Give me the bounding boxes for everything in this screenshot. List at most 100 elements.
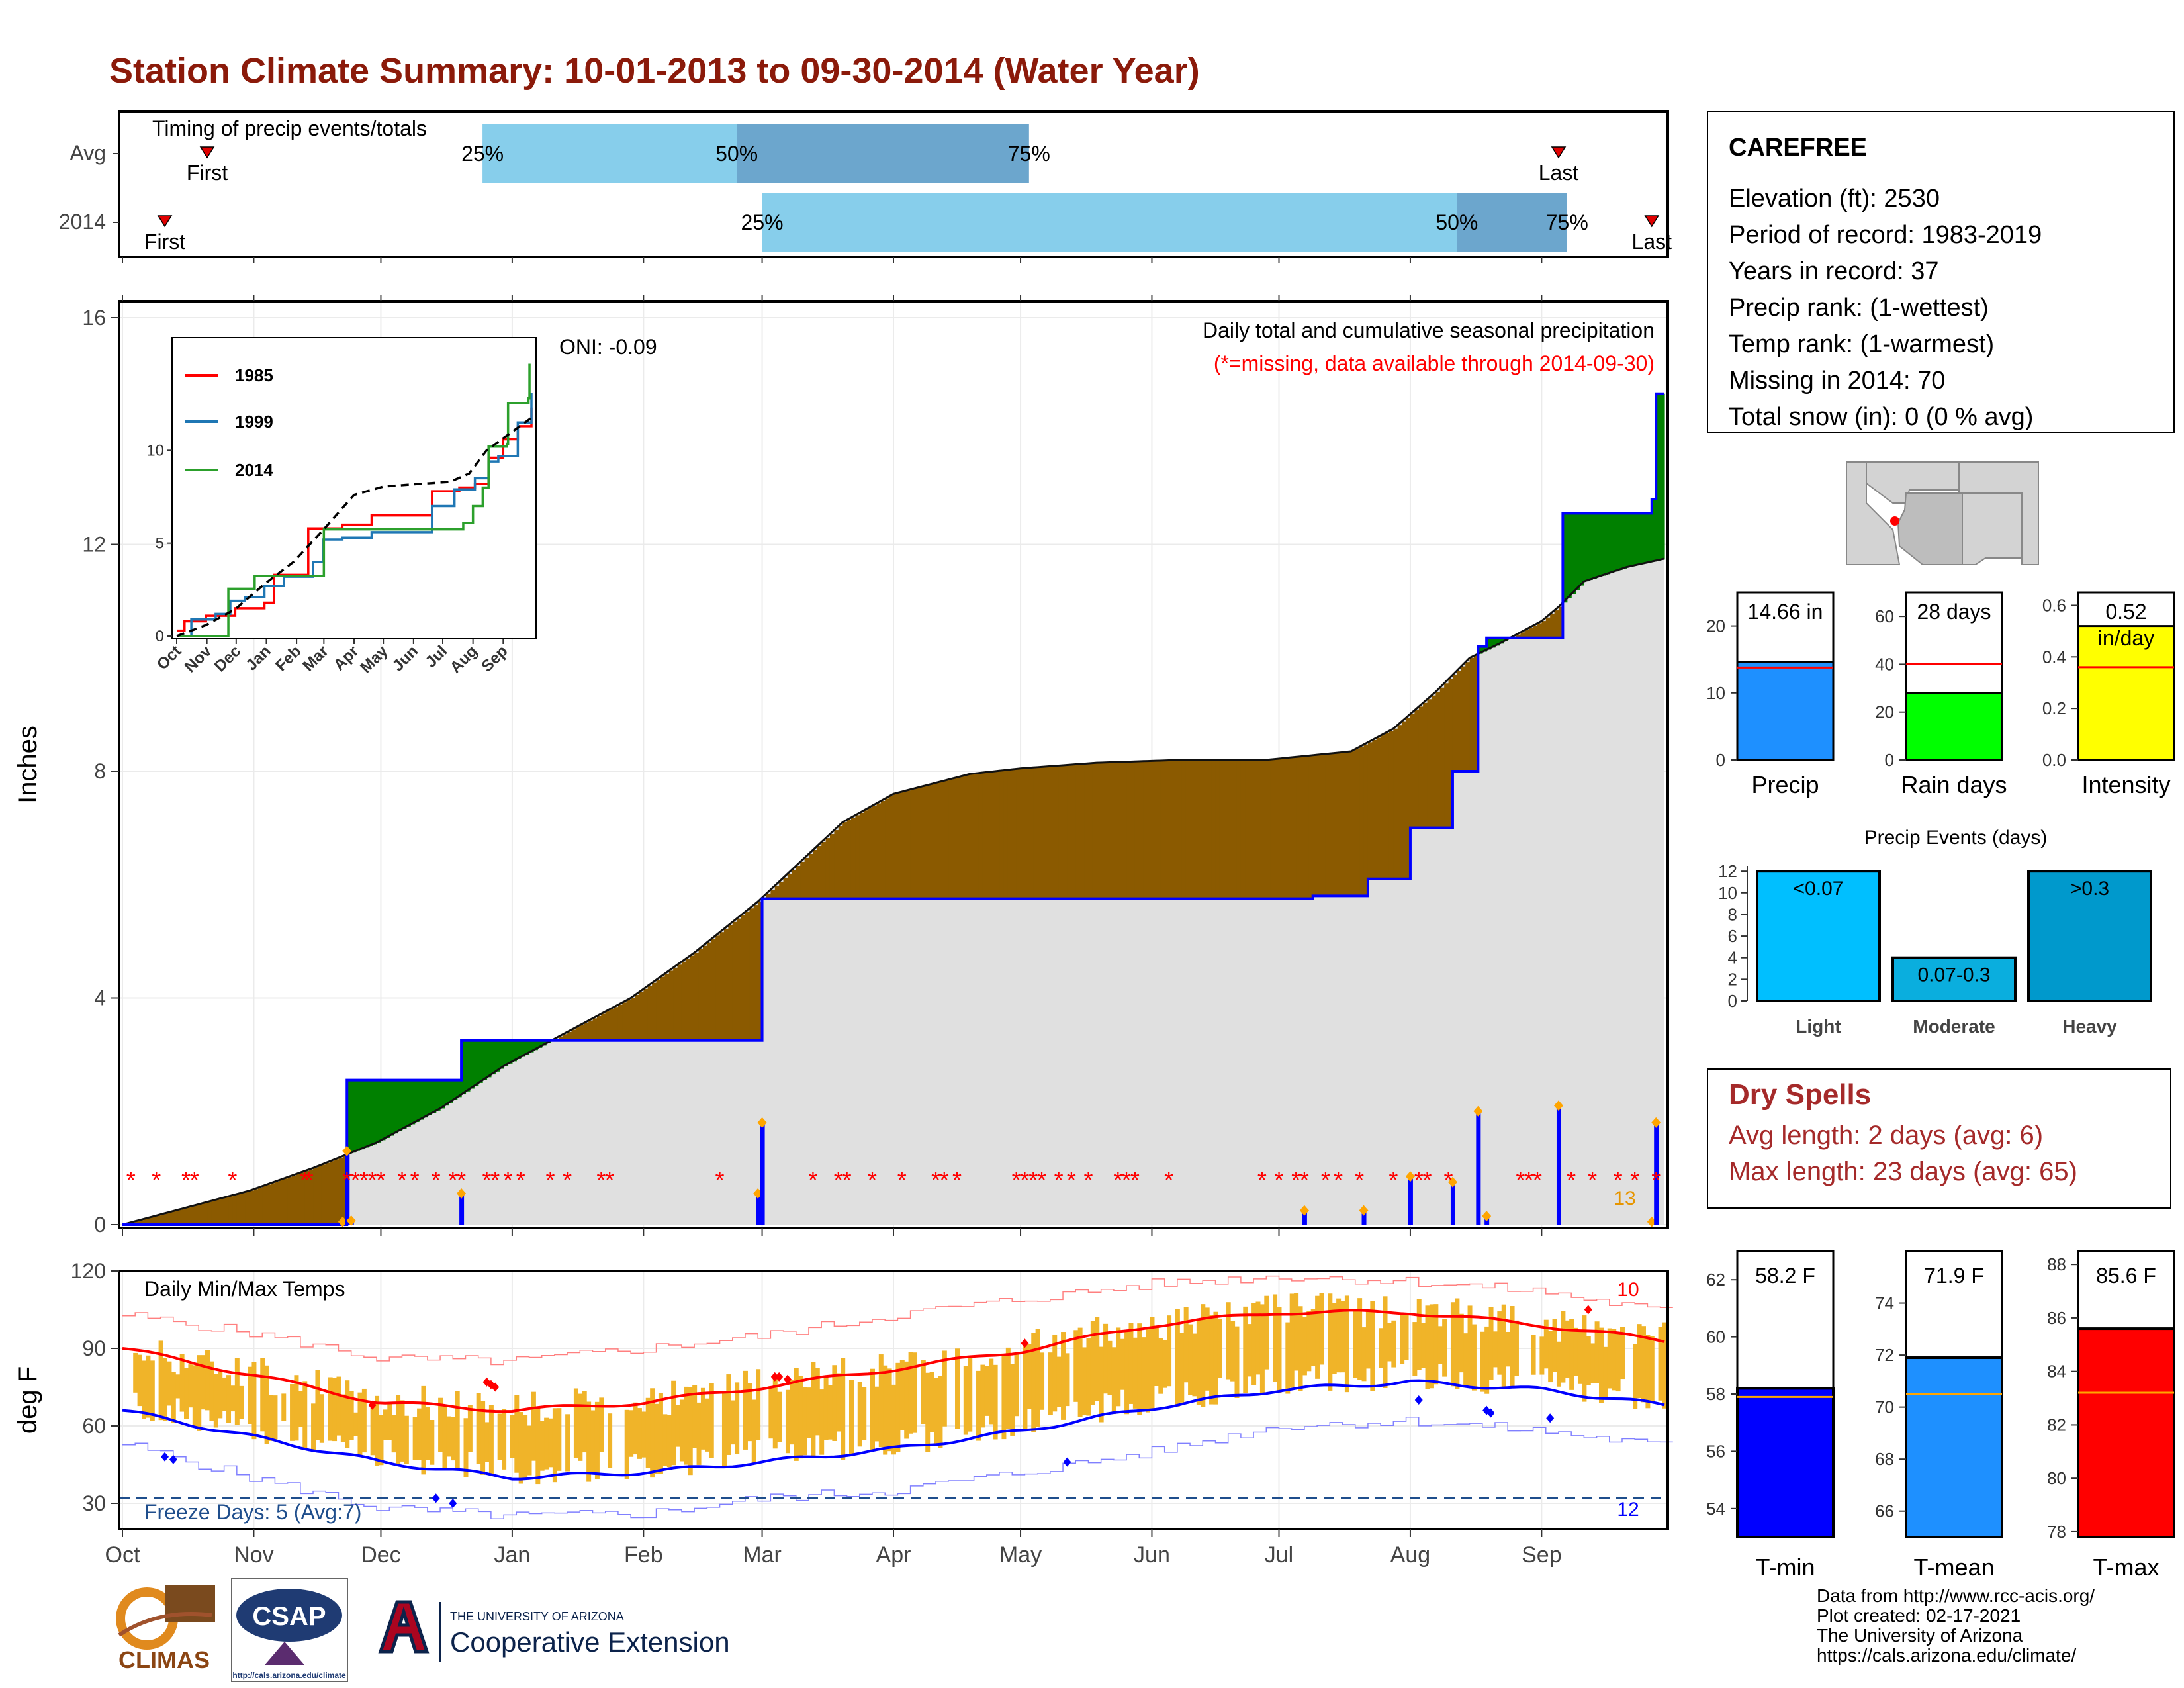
daily-temp-range-bar [142, 1360, 147, 1419]
missing-day-marker: * [1524, 1166, 1533, 1194]
deficit-segment [1169, 760, 1174, 899]
temp-xtick-label-7: May [999, 1542, 1042, 1568]
precip-ytick-label-1: 4 [94, 986, 106, 1010]
daily-precip-point-7 [1359, 1205, 1369, 1216]
daily-temp-range-bar [523, 1415, 528, 1479]
missing-day-marker: * [940, 1166, 949, 1194]
surplus-segment [406, 1080, 411, 1127]
surplus-segment [1567, 513, 1572, 598]
daily-temp-range-bar [476, 1393, 481, 1464]
daily-precip-point-1 [342, 1145, 352, 1156]
deficit-segment [1381, 735, 1386, 879]
deficit-segment [1465, 662, 1471, 771]
daily-temp-range-bar [497, 1413, 502, 1460]
tmean-bar [1905, 1356, 2003, 1538]
missing-day-marker: * [1614, 1166, 1623, 1194]
deficit-segment [1444, 683, 1449, 828]
daily-temp-range-bar [248, 1366, 253, 1424]
daily-temp-range-bar [1247, 1324, 1252, 1377]
daily-temp-range-bar [650, 1388, 655, 1478]
daily-temp-range-bar [1073, 1330, 1079, 1402]
surplus-segment [465, 1040, 471, 1092]
surplus-segment [1486, 637, 1492, 650]
daily-temp-range-bar [1289, 1293, 1295, 1388]
daily-temp-range-bar [1416, 1299, 1422, 1370]
daily-temp-range-bar [1437, 1326, 1443, 1364]
tmean-ytick-label-3: 72 [1875, 1345, 1894, 1365]
surplus-segment [1614, 513, 1619, 572]
event-category-heavy: Heavy [2062, 1016, 2117, 1037]
daily-temp-range-bar [772, 1378, 778, 1449]
precip-ytick-label-0: 0 [1716, 750, 1725, 770]
deficit-segment [919, 787, 924, 899]
timing-first-label-1: First [144, 230, 185, 254]
precip-bar [1736, 661, 1835, 761]
daily-temp-range-bar [1365, 1309, 1371, 1369]
deficit-segment [1397, 725, 1402, 879]
ua-block-a-icon [378, 1600, 430, 1654]
deficit-segment [160, 1214, 165, 1225]
deficit-segment [931, 784, 936, 899]
missing-day-marker: * [152, 1166, 161, 1194]
deficit-segment [308, 1169, 314, 1225]
surplus-segment [448, 1080, 453, 1103]
timing-last-label-0: Last [1539, 161, 1579, 185]
daily-temp-range-bar [1450, 1302, 1455, 1387]
deficit-segment [868, 808, 873, 899]
daily-temp-range-bar [709, 1383, 714, 1458]
daily-temp-range-bar [1150, 1317, 1155, 1409]
deficit-segment [974, 773, 979, 899]
intensity-ytick-label-2: 0.4 [2042, 647, 2066, 667]
daily-temp-range-bar [1141, 1337, 1146, 1411]
daily-temp-range-bar [484, 1422, 490, 1462]
daily-temp-range-bar [815, 1368, 820, 1436]
daily-temp-range-bar [391, 1415, 396, 1453]
surplus-segment [1563, 513, 1568, 603]
surplus-segment [410, 1080, 416, 1125]
deficit-segment [1338, 752, 1343, 896]
deficit-segment [1071, 765, 1076, 899]
temp-ytick-label-1: 60 [82, 1414, 106, 1438]
legend-label-1985: 1985 [235, 365, 273, 385]
daily-temp-range-bar [1031, 1333, 1036, 1432]
station-location-marker [1890, 516, 1899, 526]
temp-xtick-label-9: Jul [1265, 1542, 1293, 1568]
deficit-segment [152, 1217, 157, 1225]
daily-temp-range-bar [811, 1362, 816, 1457]
daily-temp-range-bar [1412, 1322, 1418, 1376]
daily-precip-point-10 [1473, 1105, 1483, 1117]
deficit-segment [1067, 765, 1072, 899]
daily-temp-range-bar [1662, 1322, 1667, 1409]
record-min-line [122, 1417, 1673, 1519]
deficit-segment [635, 994, 640, 1041]
daily-temp-range-bar [544, 1417, 549, 1470]
daily-temp-range-bar [158, 1340, 163, 1421]
daily-temp-range-bar [684, 1386, 689, 1465]
surplus-segment [1635, 513, 1640, 565]
missing-day-marker: * [1113, 1166, 1122, 1194]
missing-day-marker: * [1567, 1166, 1576, 1194]
deficit-segment [1270, 759, 1275, 899]
deficit-segment [601, 1013, 606, 1041]
daily-temp-range-bar [298, 1391, 303, 1427]
daily-temp-range-bar [1175, 1309, 1180, 1407]
dry-spells-avg: Avg length: 2 days (avg: 6) [1729, 1121, 2043, 1150]
daily-temp-range-bar [1255, 1301, 1261, 1375]
missing-day-marker: * [1300, 1166, 1309, 1194]
daily-temp-range-bar [1090, 1321, 1095, 1405]
surplus-segment [444, 1080, 449, 1106]
missing-day-marker: * [1423, 1166, 1432, 1194]
deficit-segment [893, 794, 899, 899]
record-low-marker-7 [1486, 1408, 1495, 1418]
daily-temp-range-bar [1391, 1320, 1396, 1368]
precip-value-label: 14.66 in [1748, 600, 1823, 624]
daily-temp-range-bar [1429, 1304, 1434, 1389]
inset-plot [176, 363, 533, 637]
daily-temp-range-bar [700, 1387, 705, 1450]
deficit-segment [1473, 655, 1479, 771]
daily-temp-range-bar [442, 1405, 447, 1470]
deficit-segment [250, 1190, 255, 1225]
avg-min-line [122, 1379, 1665, 1481]
